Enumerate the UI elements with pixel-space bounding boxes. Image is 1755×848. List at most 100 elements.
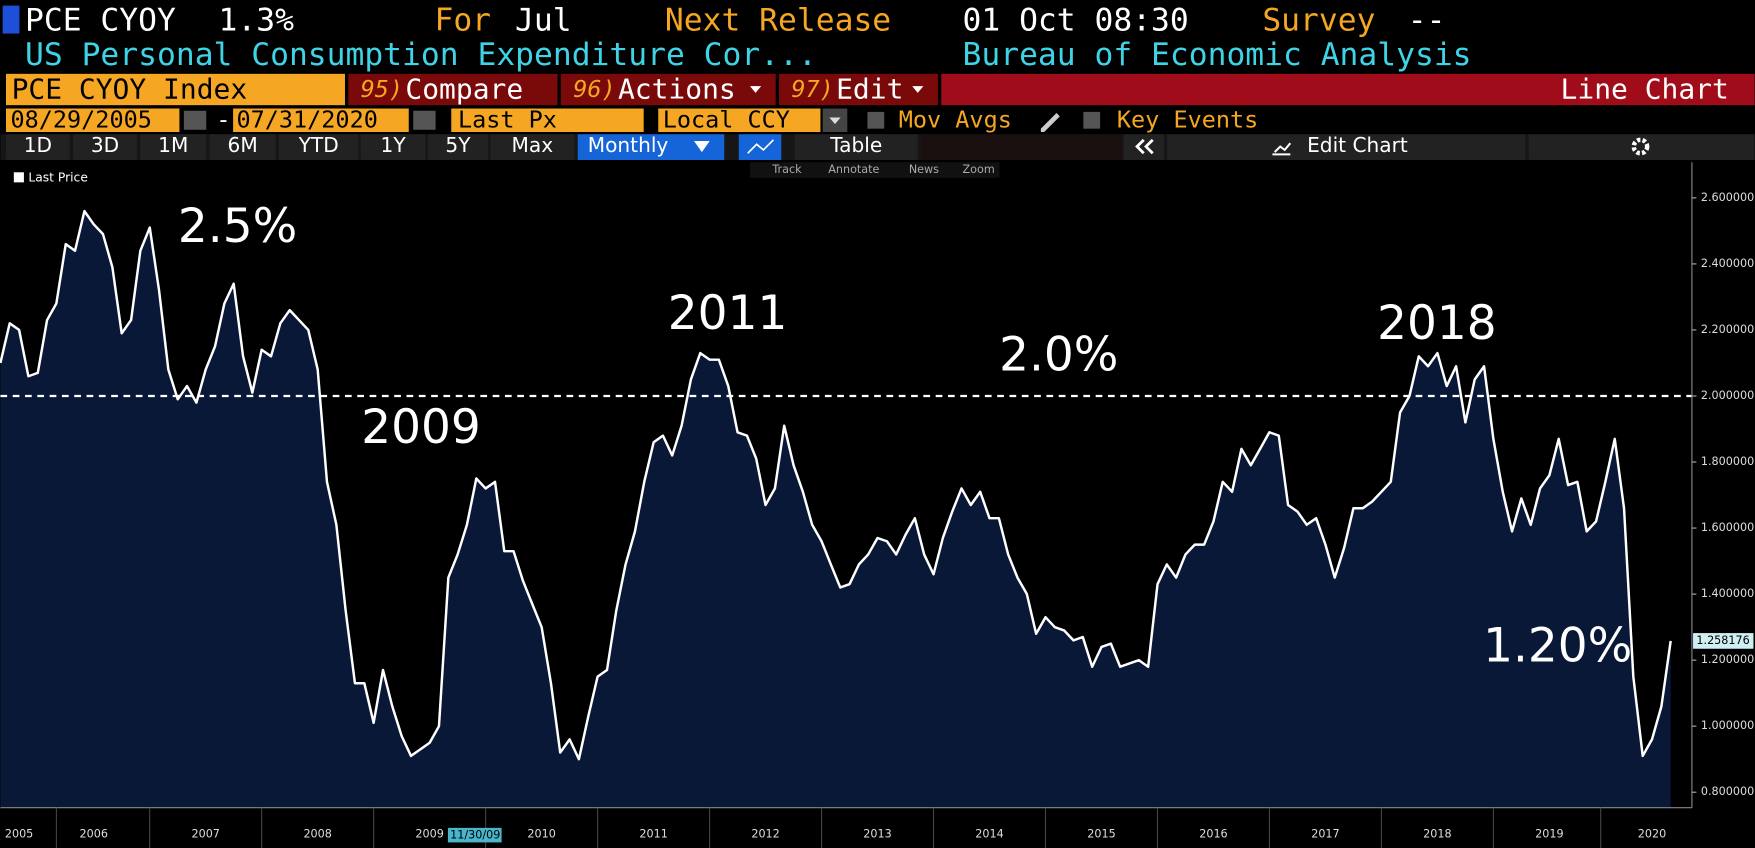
x-tick-label: 2017 (1311, 828, 1339, 841)
range-button[interactable] (209, 134, 276, 160)
annotation: 2018 (1377, 296, 1497, 351)
x-tick-label: 2012 (751, 828, 779, 841)
y-tick-label: 1.000000 (1701, 719, 1754, 732)
cursor-box (447, 827, 502, 843)
menu-label[interactable]: Edit (836, 73, 903, 106)
collapse-button[interactable] (1123, 134, 1164, 160)
actions-button[interactable] (560, 73, 776, 106)
field[interactable]: Last Px (458, 105, 557, 133)
range[interactable]: 1M (158, 133, 188, 157)
currency[interactable]: Local CCY (663, 105, 790, 133)
x-tick-label: 2013 (863, 828, 891, 841)
calendar-icon[interactable] (413, 110, 436, 130)
tool[interactable]: Track (771, 163, 802, 176)
date-box[interactable] (6, 108, 180, 133)
table-button[interactable] (794, 134, 918, 160)
edit-chart-icon (1272, 142, 1292, 156)
tool[interactable]: Zoom (963, 163, 995, 176)
chart-type: Line Chart (1561, 73, 1729, 106)
range[interactable]: 6M (228, 133, 258, 157)
dropdown-arrow (694, 140, 710, 153)
for-label: For (434, 2, 491, 38)
release-value: 01 Oct 08:30 (963, 2, 1189, 38)
blue-marker (2, 5, 20, 34)
x-tick-label: 2010 (527, 828, 555, 841)
tool[interactable]: News (909, 163, 939, 176)
chart-type-bar (941, 73, 1755, 106)
range[interactable]: 1Y (381, 133, 407, 157)
line (0, 209, 1672, 761)
start-date[interactable]: 08/29/2005 (10, 105, 151, 133)
menu-num: 97) (791, 75, 833, 103)
currency-box[interactable] (658, 108, 821, 133)
key-events[interactable]: Key Events (1117, 105, 1258, 133)
menu-num: 96) (573, 75, 615, 103)
range-button[interactable] (427, 134, 489, 160)
edit-chart[interactable]: Edit Chart (1307, 133, 1408, 157)
range[interactable]: 1D (24, 133, 52, 157)
annotation: 2009 (361, 400, 481, 455)
x-tick-label: 2019 (1535, 828, 1563, 841)
range-button[interactable] (140, 134, 207, 160)
settings-button[interactable] (1528, 134, 1755, 160)
menu-num: 95) (361, 75, 403, 103)
ticker: PCE CYOY (25, 2, 176, 38)
range-button[interactable] (6, 134, 70, 160)
y-tick-label: 1.600000 (1701, 521, 1754, 534)
legend-swatch (13, 172, 24, 183)
y-tick-label: 1.400000 (1701, 587, 1754, 600)
survey-label: Survey (1262, 2, 1375, 38)
menu-label[interactable]: Actions (618, 73, 736, 106)
survey-value: -- (1408, 2, 1446, 38)
range-button[interactable] (490, 134, 575, 160)
edit-chart-button[interactable] (1167, 134, 1526, 160)
range[interactable]: 5Y (445, 133, 471, 157)
collapse-icon (1135, 138, 1154, 155)
annotation: 2011 (668, 286, 788, 341)
calendar-icon[interactable] (183, 110, 207, 130)
range[interactable]: Max (512, 133, 554, 157)
x-tick-label: 2006 (80, 828, 108, 841)
checkbox[interactable] (1083, 111, 1101, 129)
mov-avgs[interactable]: Mov Avgs (899, 105, 1012, 133)
checkbox[interactable] (867, 111, 885, 129)
y-tick-label: 1.800000 (1701, 455, 1754, 468)
compare-button[interactable] (348, 73, 558, 106)
area (0, 211, 1671, 808)
edit-button[interactable] (779, 73, 938, 106)
source: Bureau of Economic Analysis (963, 37, 1472, 73)
range[interactable]: 3D (91, 133, 119, 157)
x-tick-label: 2015 (1087, 828, 1115, 841)
range[interactable]: YTD (298, 133, 339, 157)
pencil-icon[interactable] (1040, 112, 1060, 133)
for-value: Jul (515, 2, 572, 38)
security[interactable]: PCE CYOY Index (12, 73, 248, 106)
x-tick-label: 2008 (303, 828, 331, 841)
annotation: 2.5% (178, 199, 297, 254)
frequency[interactable]: Monthly (588, 133, 669, 157)
gear-icon (1631, 137, 1650, 156)
dropdown-arrow (912, 86, 924, 93)
x-tick-label: 2011 (639, 828, 667, 841)
tools-strip (749, 162, 1000, 178)
menu-label[interactable]: Compare (405, 73, 523, 106)
date-box[interactable] (233, 108, 409, 133)
cursor-label: 11/30/09 (450, 829, 500, 842)
security-box[interactable] (6, 73, 345, 106)
tool[interactable]: Annotate (828, 163, 879, 176)
range-button[interactable] (360, 134, 426, 160)
field-box[interactable] (451, 108, 644, 133)
end-date[interactable]: 07/31/2020 (236, 105, 377, 133)
dropdown-arrow (829, 117, 841, 125)
range-button[interactable] (278, 134, 359, 160)
legend-label: Last Price (28, 170, 88, 184)
x-tick-label: 2007 (191, 828, 219, 841)
table[interactable]: Table (829, 133, 882, 157)
range-button[interactable] (73, 134, 137, 160)
annotation: 2.0% (999, 327, 1118, 382)
y-tick-label: 2.400000 (1701, 257, 1754, 270)
last-value-label: 1.258176 (1696, 634, 1749, 647)
last-value-box (1693, 633, 1754, 649)
x-tick-label: 2014 (975, 828, 1003, 841)
